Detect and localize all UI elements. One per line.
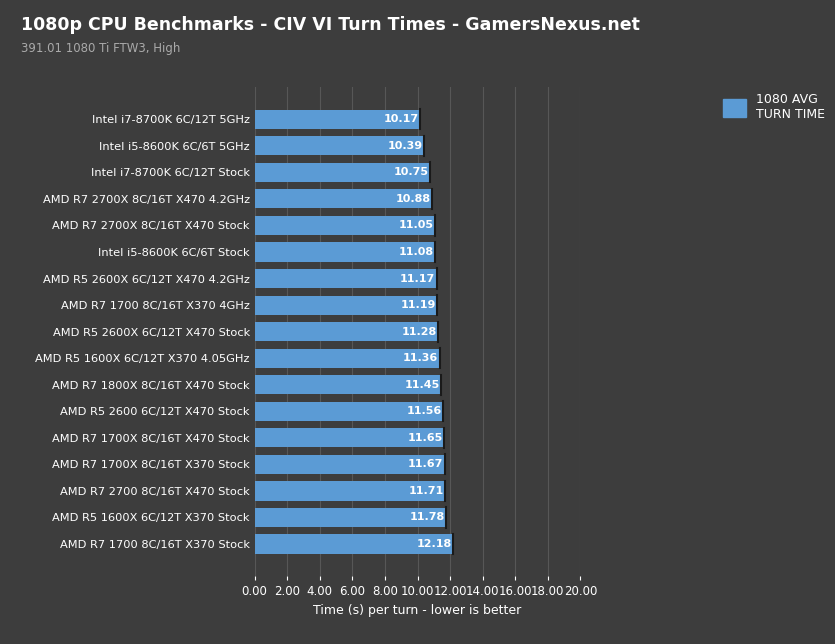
- Bar: [255, 375, 441, 394]
- Text: 11.56: 11.56: [407, 406, 442, 416]
- Text: 391.01 1080 Ti FTW3, High: 391.01 1080 Ti FTW3, High: [21, 42, 180, 55]
- Text: 11.17: 11.17: [400, 274, 435, 283]
- Text: 10.17: 10.17: [384, 114, 419, 124]
- Text: 11.65: 11.65: [407, 433, 443, 443]
- Bar: [255, 455, 445, 474]
- Text: 10.39: 10.39: [387, 141, 423, 151]
- Bar: [255, 508, 447, 527]
- Bar: [255, 189, 432, 209]
- Text: 11.78: 11.78: [410, 513, 445, 522]
- Text: 11.28: 11.28: [402, 327, 437, 337]
- Bar: [255, 322, 438, 341]
- Bar: [255, 482, 445, 500]
- Text: 12.18: 12.18: [417, 539, 452, 549]
- Bar: [255, 348, 440, 368]
- Text: 11.71: 11.71: [409, 486, 444, 496]
- Bar: [255, 402, 443, 421]
- Bar: [255, 428, 444, 448]
- Legend: 1080 AVG
TURN TIME: 1080 AVG TURN TIME: [723, 93, 825, 121]
- Bar: [255, 296, 437, 315]
- Text: 1080p CPU Benchmarks - CIV VI Turn Times - GamersNexus.net: 1080p CPU Benchmarks - CIV VI Turn Times…: [21, 16, 640, 34]
- Text: 10.75: 10.75: [393, 167, 428, 177]
- Text: 11.19: 11.19: [400, 300, 436, 310]
- Text: 11.36: 11.36: [403, 353, 438, 363]
- Bar: [255, 163, 430, 182]
- Text: 11.08: 11.08: [398, 247, 434, 257]
- Bar: [255, 242, 435, 261]
- Bar: [255, 269, 437, 288]
- Bar: [255, 109, 420, 129]
- Bar: [255, 137, 424, 155]
- Text: 11.67: 11.67: [408, 459, 443, 469]
- Text: 11.05: 11.05: [398, 220, 433, 231]
- Text: 11.45: 11.45: [404, 380, 440, 390]
- Bar: [255, 216, 434, 235]
- Bar: [255, 535, 453, 554]
- X-axis label: Time (s) per turn - lower is better: Time (s) per turn - lower is better: [313, 604, 522, 617]
- Text: 10.88: 10.88: [396, 194, 431, 204]
